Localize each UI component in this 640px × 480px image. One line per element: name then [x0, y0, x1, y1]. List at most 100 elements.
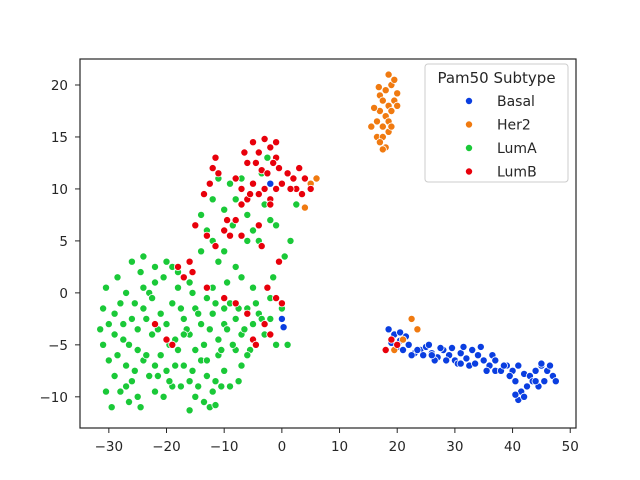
series-basal — [266, 179, 560, 404]
data-point — [473, 351, 482, 360]
data-point — [188, 268, 197, 277]
data-point — [246, 190, 255, 199]
y-tick-label: 10 — [51, 182, 68, 198]
data-point — [370, 103, 379, 112]
data-point — [297, 190, 306, 199]
data-point — [223, 216, 232, 225]
data-point — [130, 366, 139, 375]
data-point — [99, 340, 108, 349]
data-point — [150, 387, 159, 396]
data-point — [277, 314, 286, 323]
data-point — [312, 174, 321, 183]
data-point — [511, 377, 520, 386]
data-point — [468, 345, 477, 354]
data-point — [231, 299, 240, 308]
data-point — [202, 283, 211, 292]
data-point — [424, 340, 433, 349]
data-point — [266, 330, 275, 339]
data-point — [237, 273, 246, 282]
data-point — [173, 262, 182, 271]
data-point — [260, 184, 269, 193]
legend-item-her2: Her2 — [464, 118, 531, 134]
data-point — [257, 242, 266, 251]
series-lumb — [150, 134, 402, 354]
data-point — [387, 107, 396, 116]
data-point — [551, 377, 560, 386]
data-point — [531, 377, 540, 386]
data-point — [191, 392, 200, 401]
legend-box — [424, 63, 569, 183]
data-point — [272, 340, 281, 349]
data-point — [248, 138, 257, 147]
points-layer — [96, 70, 560, 415]
data-point — [211, 242, 220, 251]
data-point — [248, 226, 257, 235]
data-point — [125, 340, 134, 349]
data-point — [116, 299, 125, 308]
data-point — [104, 320, 113, 329]
data-point — [520, 392, 529, 401]
data-point — [156, 351, 165, 360]
data-point — [295, 164, 304, 173]
data-point — [479, 356, 488, 365]
data-point — [130, 299, 139, 308]
data-point — [214, 169, 223, 178]
data-point — [122, 288, 131, 297]
x-tick-label: −20 — [152, 439, 181, 455]
data-point — [231, 314, 240, 323]
data-point — [202, 294, 211, 303]
data-point — [384, 325, 393, 334]
data-point — [398, 345, 407, 354]
data-point — [176, 382, 185, 391]
y-tick-label: 15 — [51, 130, 68, 146]
data-point — [240, 325, 249, 334]
data-point — [367, 122, 376, 131]
data-point — [150, 320, 159, 329]
data-point — [162, 320, 171, 329]
data-point — [228, 340, 237, 349]
data-point — [142, 351, 151, 360]
data-point — [194, 309, 203, 318]
data-point — [139, 252, 148, 261]
data-point — [214, 335, 223, 344]
legend-label: Her2 — [497, 118, 531, 134]
data-point — [107, 403, 116, 412]
data-point — [251, 158, 260, 167]
data-point — [231, 195, 240, 204]
data-point — [133, 392, 142, 401]
data-point — [113, 351, 122, 360]
data-point — [179, 273, 188, 282]
data-point — [283, 169, 292, 178]
data-point — [280, 252, 289, 261]
data-point — [407, 314, 416, 323]
data-point — [531, 366, 540, 375]
data-point — [122, 361, 131, 370]
data-point — [214, 257, 223, 266]
legend-item-basal: Basal — [464, 94, 535, 110]
data-point — [220, 247, 229, 256]
data-point — [217, 382, 226, 391]
data-point — [237, 361, 246, 370]
data-point — [372, 117, 381, 126]
data-point — [263, 153, 272, 162]
data-point — [266, 143, 275, 152]
y-tick-label: −10 — [40, 390, 69, 406]
data-point — [122, 382, 131, 391]
data-point — [384, 70, 393, 79]
data-point — [499, 361, 508, 370]
data-point — [300, 174, 309, 183]
data-point — [179, 314, 188, 323]
data-point — [127, 377, 136, 386]
data-point — [511, 390, 520, 399]
data-point — [162, 257, 171, 266]
data-point — [283, 340, 292, 349]
data-point — [237, 184, 246, 193]
x-tick-label: 10 — [331, 439, 348, 455]
data-point — [191, 221, 200, 230]
data-point — [176, 304, 185, 313]
data-point — [243, 158, 252, 167]
y-tick-label: −5 — [48, 338, 68, 354]
data-point — [387, 335, 396, 344]
data-point — [104, 356, 113, 365]
data-point — [220, 205, 229, 214]
